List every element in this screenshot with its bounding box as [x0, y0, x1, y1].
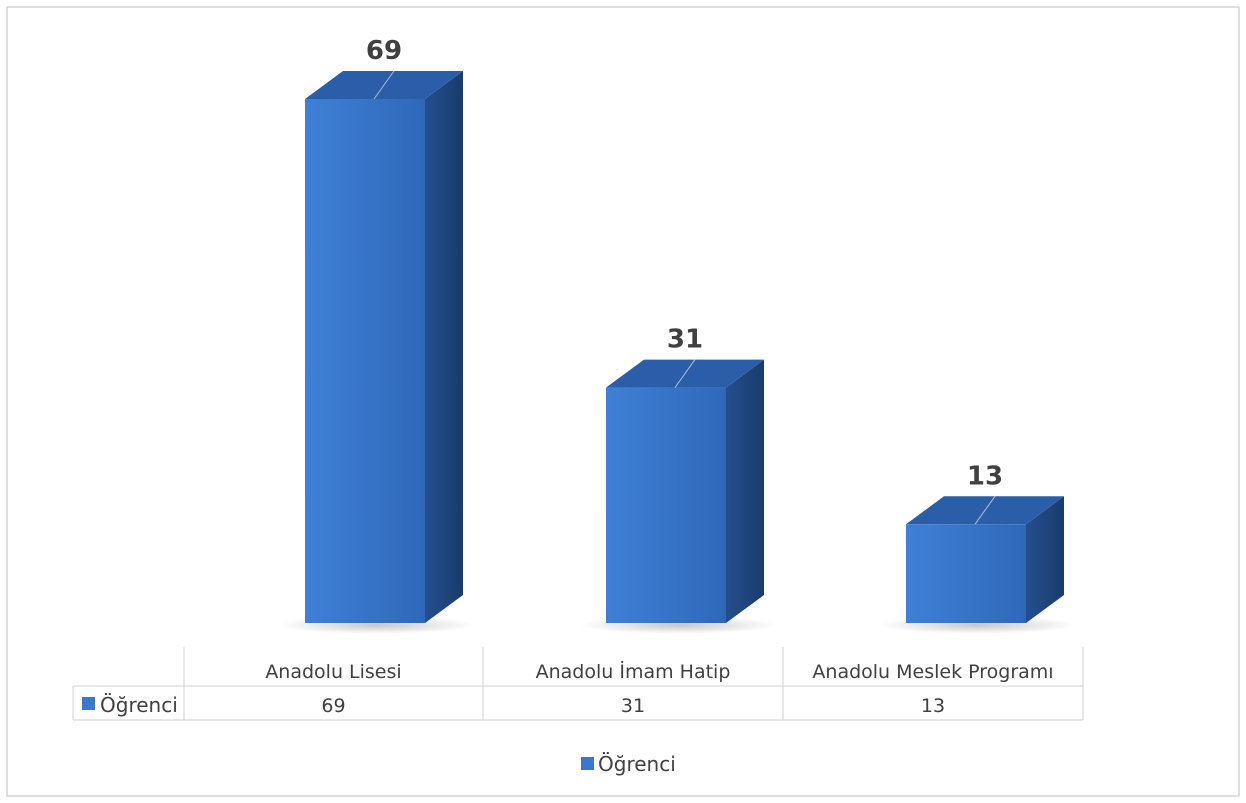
legend: Öğrenci: [581, 752, 676, 776]
data-label-anadolu-imam-hatip: 31: [667, 325, 703, 355]
table-value-anadolu-lisesi: 69: [321, 695, 345, 717]
data-label-leader-anadolu-meslek-programi: [974, 495, 996, 525]
data-label-leader-anadolu-imam-hatip: [674, 359, 696, 388]
data-table-grid: [72, 647, 1084, 721]
table-header-anadolu-lisesi: Anadolu Lisesi: [265, 661, 401, 683]
data-label-anadolu-meslek-programi: 13: [967, 461, 1003, 491]
table-value-anadolu-imam-hatip: 31: [621, 695, 645, 717]
data-table-row-label: Öğrenci: [100, 693, 178, 717]
data-label-anadolu-lisesi: 69: [366, 36, 402, 66]
bar-anadolu-imam-hatip: [606, 387, 726, 623]
data-table-series-marker: [82, 697, 95, 710]
table-header-anadolu-imam-hatip: Anadolu İmam Hatip: [536, 660, 731, 683]
bar-side-anadolu-imam-hatip: [726, 359, 764, 623]
bar-anadolu-lisesi: [305, 99, 425, 623]
bar-side-anadolu-lisesi: [425, 71, 463, 623]
data-labels-layer: 69 31 13: [366, 36, 1003, 525]
bar-side-anadolu-meslek-programi: [1026, 496, 1064, 623]
data-label-leader-anadolu-lisesi: [373, 70, 395, 100]
data-table: Öğrenci Anadolu Lisesi 69 Anadolu İmam Hat…: [72, 647, 1084, 721]
legend-label-ogrenci: Öğrenci: [598, 752, 676, 776]
table-value-anadolu-meslek-programi: 13: [921, 695, 945, 717]
bars-layer: [279, 71, 1076, 634]
bar-anadolu-meslek-programi: [906, 524, 1026, 623]
legend-marker-ogrenci: [581, 757, 594, 770]
data-table-cells: Anadolu Lisesi 69 Anadolu İmam Hatip 31 Anad…: [265, 660, 1053, 717]
table-header-anadolu-meslek-programi: Anadolu Meslek Programı: [812, 661, 1053, 683]
